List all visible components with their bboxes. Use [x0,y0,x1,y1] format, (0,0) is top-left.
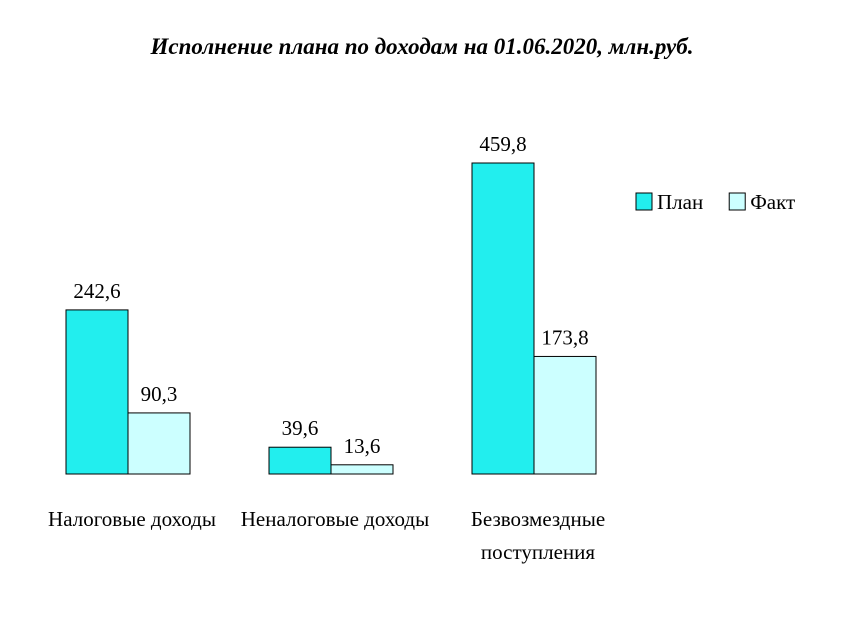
bar [268,446,332,475]
bar [127,412,191,475]
bar [471,162,535,475]
category-label: Безвозмездные поступления [470,507,606,564]
chart-title: Исполнение плана по доходам на 01.06.202… [150,34,694,59]
legend-swatch [635,192,653,211]
bar [65,309,129,475]
value-label: 39,6 [282,416,319,440]
category-label: Неналоговые доходы [240,507,430,531]
value-label: 242,6 [73,279,120,303]
legend-swatch [728,192,746,211]
bar [533,355,597,475]
value-label: 459,8 [479,132,526,156]
value-label: 173,8 [541,325,588,349]
category-label: Налоговые доходы [48,507,216,531]
bar [330,464,394,475]
value-label: 90,3 [141,382,178,406]
value-label: 13,6 [344,434,381,458]
legend-label: Факт [750,190,795,214]
legend-label: План [657,190,703,214]
